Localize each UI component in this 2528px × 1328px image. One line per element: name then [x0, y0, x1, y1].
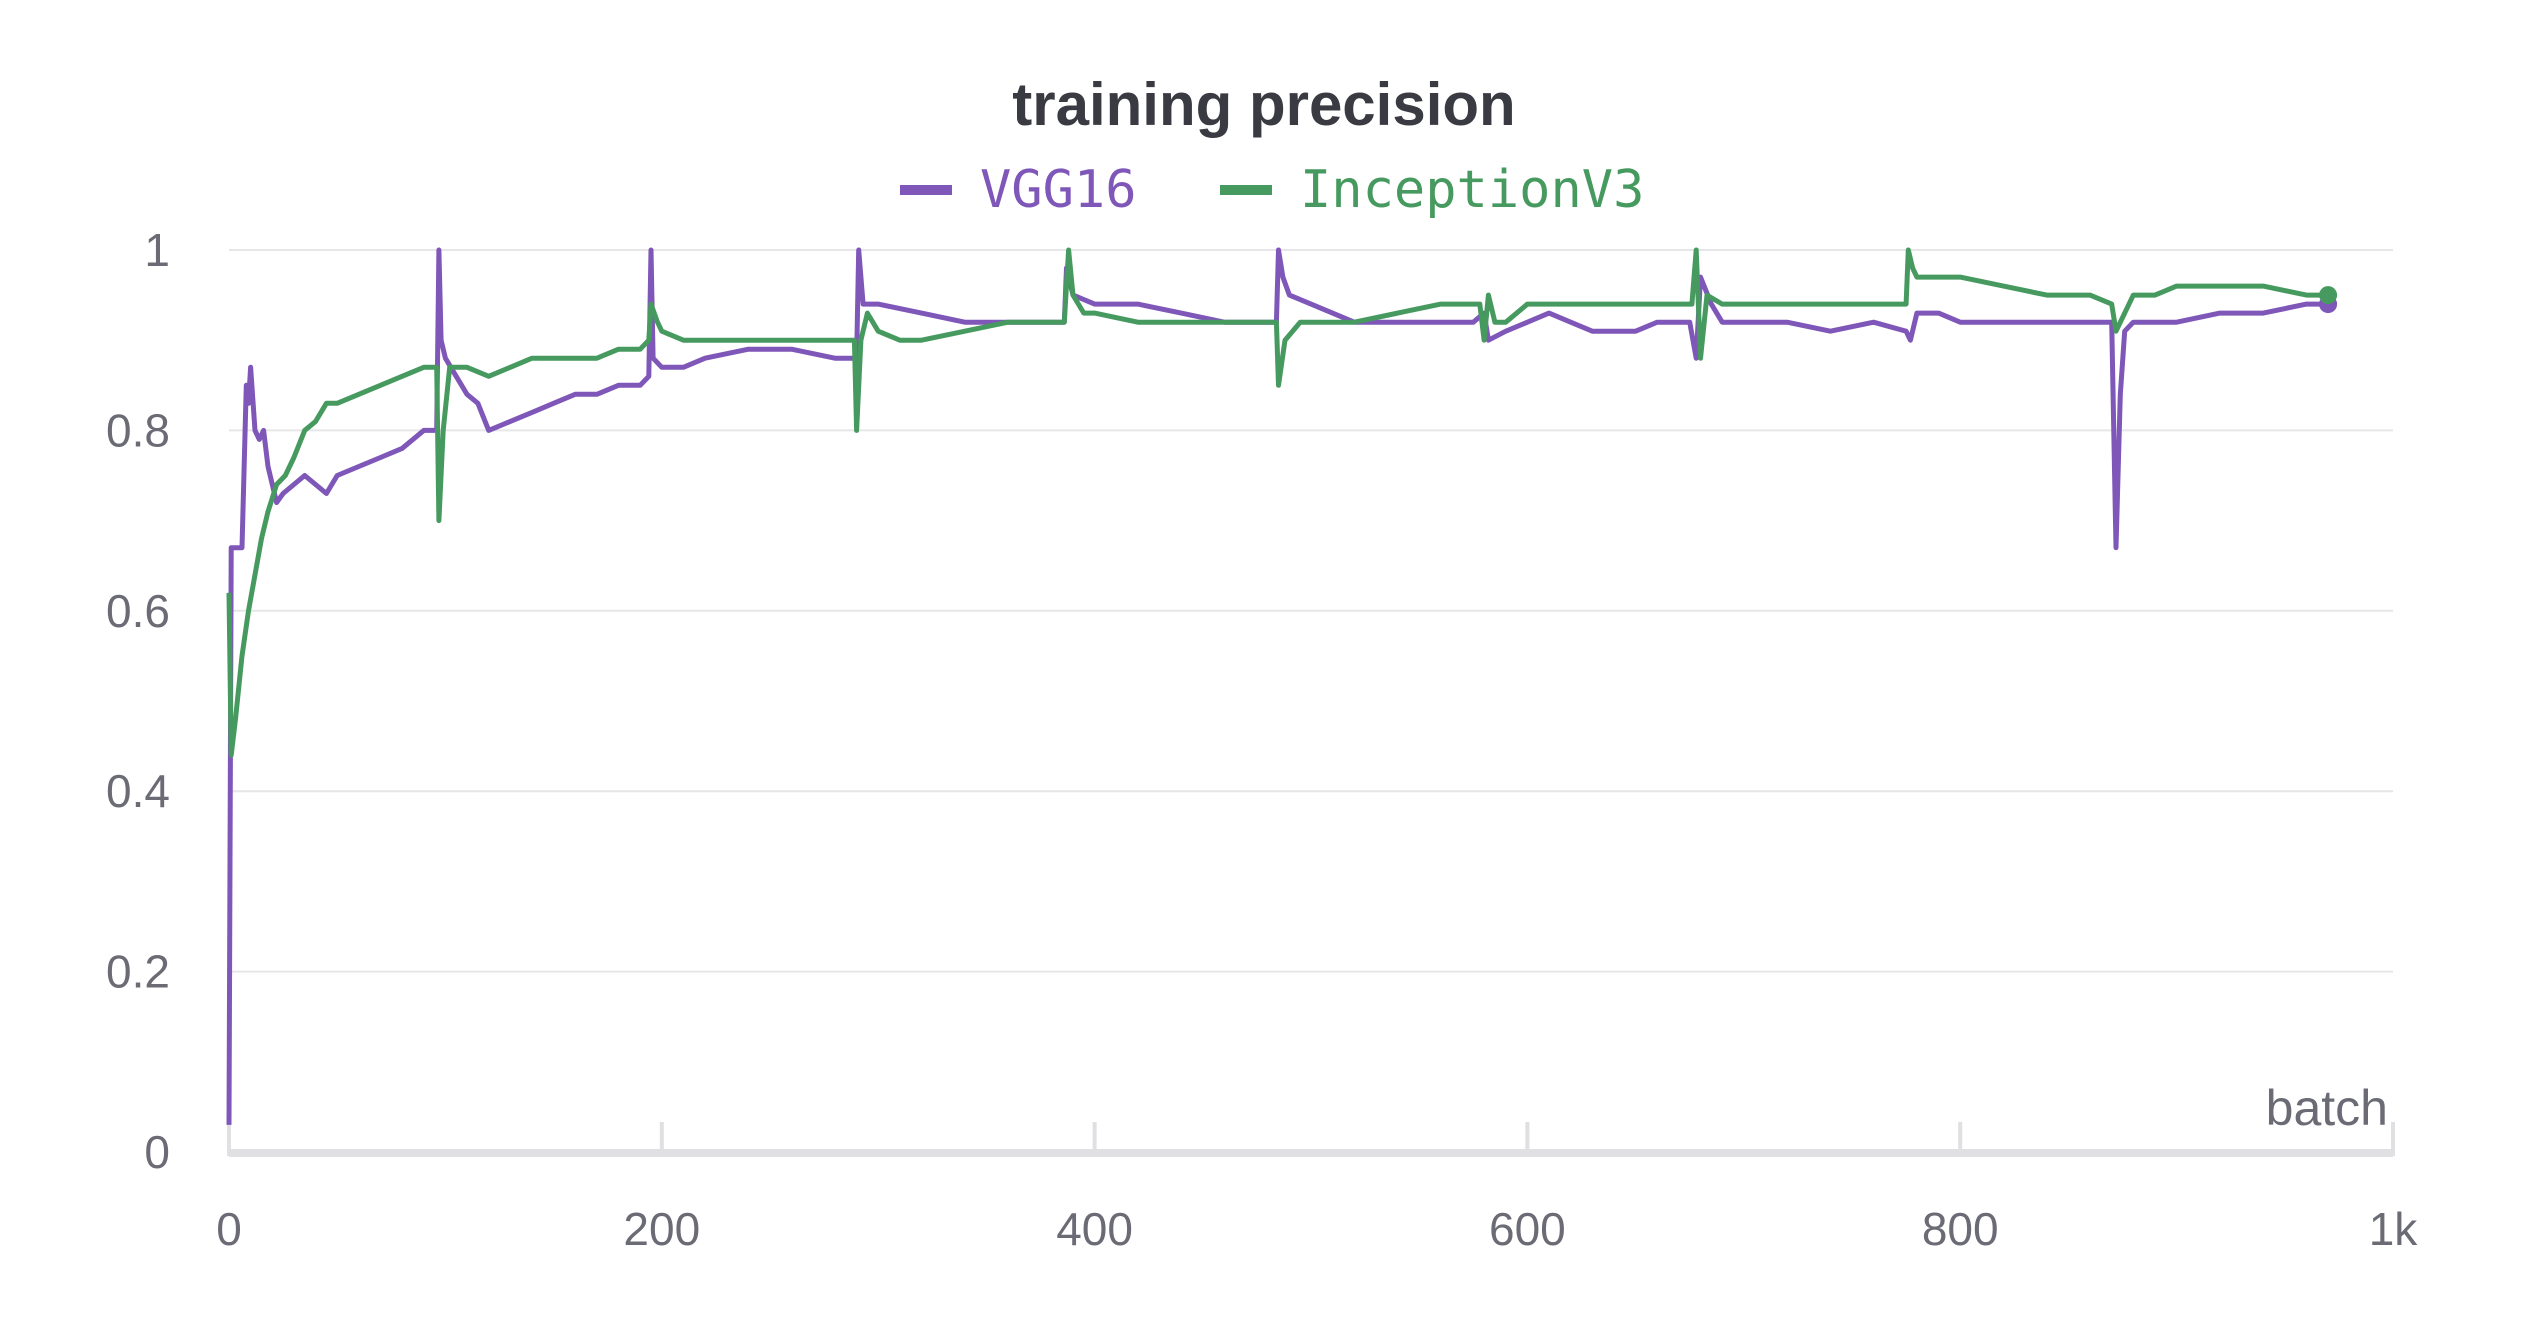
x-tick-label: 400: [1056, 1203, 1133, 1255]
series-layer: [226, 247, 2338, 1125]
x-tick-label: 800: [1922, 1203, 1999, 1255]
series-endpoint-inceptionv3: [2319, 286, 2338, 305]
x-tick-label: 600: [1489, 1203, 1566, 1255]
y-tick-label: 0.2: [106, 946, 170, 998]
x-tick-label: 0: [216, 1203, 242, 1255]
legend-label-inceptionv3: InceptionV3: [1300, 160, 1644, 220]
legend: VGG16 InceptionV3: [900, 160, 1644, 220]
x-axis: 0 200 400 600 800 1k: [216, 1122, 2418, 1255]
series-line-inceptionv3: [226, 247, 2329, 758]
gridlines: [229, 249, 2393, 973]
y-tick-label: 0.4: [106, 765, 170, 817]
x-tick-label: 200: [623, 1203, 700, 1255]
y-axis-ticks: 0 0.2 0.4 0.6 0.8 1: [106, 224, 170, 1178]
y-tick-label: 0: [144, 1126, 170, 1178]
x-axis-label: batch: [2266, 1080, 2388, 1136]
chart-title: training precision: [1012, 71, 1515, 138]
y-tick-label: 0.8: [106, 404, 170, 456]
legend-label-vgg16: VGG16: [980, 160, 1137, 220]
x-tick-label: 1k: [2369, 1203, 2419, 1255]
y-tick-label: 1: [144, 224, 170, 276]
y-tick-label: 0.6: [106, 585, 170, 637]
